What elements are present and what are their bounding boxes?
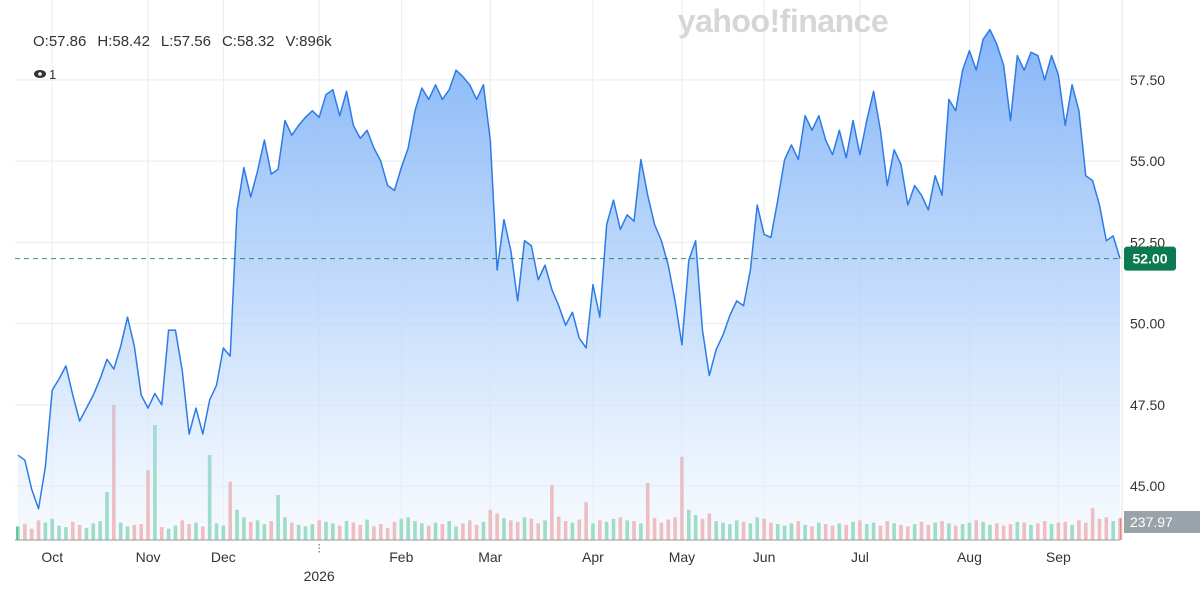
- x-tick-label: Feb: [389, 549, 413, 565]
- ohlc-value: O:57.86: [33, 33, 86, 50]
- ohlc-value: L:57.56: [161, 33, 211, 50]
- x-tick-label: 2026: [304, 568, 335, 584]
- y-tick-label: 50.00: [1130, 316, 1165, 332]
- ohlc-value: H:58.42: [97, 33, 150, 50]
- watermark: yahoo!finance: [678, 3, 888, 39]
- y-tick-label: 45.00: [1130, 478, 1165, 494]
- x-tick-label: Jun: [753, 549, 776, 565]
- x-tick-label: Oct: [41, 549, 63, 565]
- ohlc-value: C:58.32: [222, 33, 275, 50]
- x-tick-label: Aug: [957, 549, 982, 565]
- last-value-label: 52.00: [1132, 251, 1167, 267]
- ohlc-value: V:896k: [286, 33, 333, 50]
- x-tick-label: Sep: [1046, 549, 1071, 565]
- indicator-count: 1: [49, 67, 56, 82]
- y-tick-label: 57.50: [1130, 72, 1165, 88]
- price-line: [17, 28, 1121, 510]
- volume-tick-label: 237.97: [1130, 514, 1173, 530]
- last-value-box: [1124, 246, 1176, 271]
- header: 1 O:57.86 H:58.42 L:57.56 C:58.32 V:896k: [33, 33, 332, 82]
- y-tick-label: 47.50: [1130, 397, 1165, 413]
- x-tick-label: May: [669, 549, 695, 565]
- x-tick-label: Jul: [851, 549, 869, 565]
- axes-layer: 45.00 47.50 50.00 52.50 55.00 57.50 Oct Nov Dec 2…: [15, 0, 1200, 584]
- volume-tick-box: [1124, 511, 1200, 534]
- y-tick-label: 55.00: [1130, 153, 1165, 169]
- indicator-icon: [34, 70, 46, 78]
- price-area: [18, 29, 1120, 540]
- x-tick-label: Dec: [211, 549, 236, 565]
- x-tick-label: Mar: [478, 549, 502, 565]
- x-tick-label: Nov: [136, 549, 161, 565]
- plot-layer: [17, 28, 1121, 540]
- x-tick-label: Apr: [582, 549, 604, 565]
- y-tick-label: 52.50: [1130, 234, 1165, 250]
